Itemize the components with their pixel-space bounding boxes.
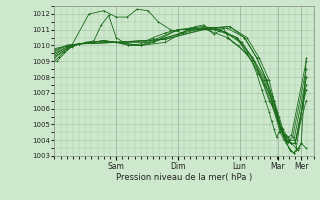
X-axis label: Pression niveau de la mer( hPa ): Pression niveau de la mer( hPa ) <box>116 173 252 182</box>
